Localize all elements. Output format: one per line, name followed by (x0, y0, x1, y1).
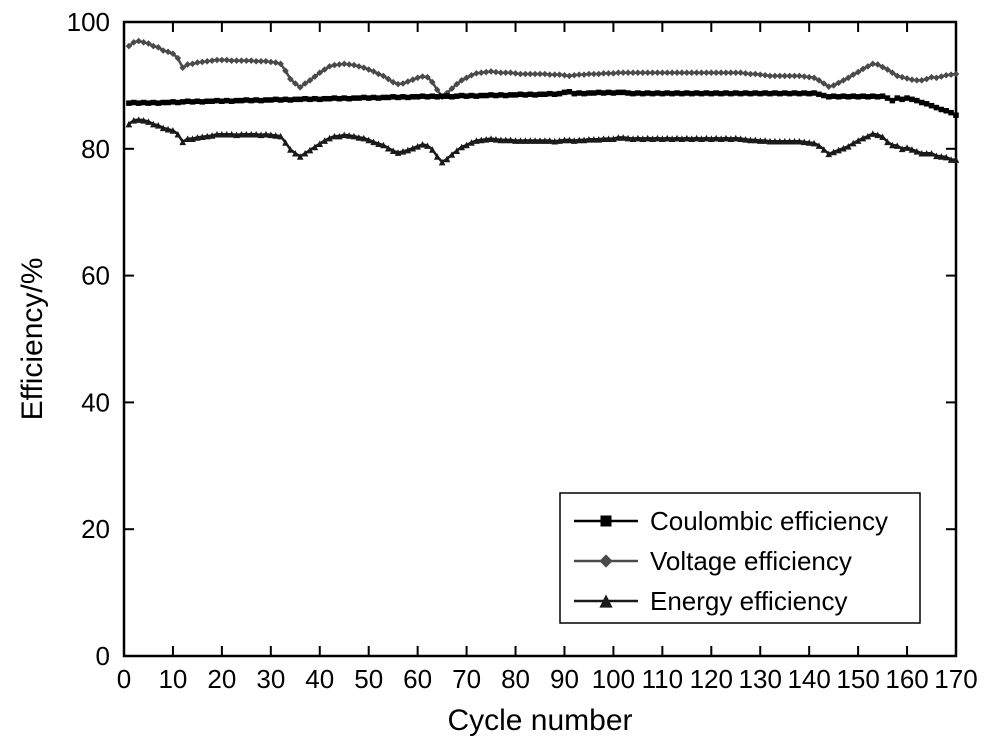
x-tick-label: 80 (501, 664, 530, 694)
x-tick-label: 130 (739, 664, 782, 694)
y-tick-label: 60 (81, 261, 110, 291)
y-tick-label: 40 (81, 387, 110, 417)
x-tick-label: 20 (207, 664, 236, 694)
y-tick-label: 100 (67, 7, 110, 37)
x-tick-label: 120 (690, 664, 733, 694)
x-tick-label: 160 (885, 664, 928, 694)
legend: Coulombic efficiency Voltage efficiency En… (560, 493, 920, 623)
x-tick-label: 40 (305, 664, 334, 694)
x-tick-label: 110 (642, 664, 683, 694)
x-tick-label: 60 (403, 664, 432, 694)
x-tick-label: 90 (550, 664, 579, 694)
x-tick-label: 100 (592, 664, 635, 694)
y-axis-title: Efficiency/% (16, 258, 49, 421)
legend-label-voltage: Voltage efficiency (650, 546, 852, 576)
x-tick-label: 150 (836, 664, 879, 694)
y-tick-label: 80 (81, 134, 110, 164)
legend-label-coulombic: Coulombic efficiency (650, 506, 888, 536)
legend-label-energy: Energy efficiency (650, 586, 848, 616)
x-tick-label: 10 (158, 664, 187, 694)
y-tick-label: 20 (81, 514, 110, 544)
chart-canvas: 0102030405060708090100110120130140150160… (0, 0, 1000, 756)
x-tick-label: 50 (354, 664, 383, 694)
x-tick-label: 0 (117, 664, 131, 694)
x-tick-label: 70 (452, 664, 481, 694)
x-tick-label: 30 (256, 664, 285, 694)
efficiency-chart: 0102030405060708090100110120130140150160… (0, 0, 1000, 756)
x-tick-label: 140 (787, 664, 830, 694)
x-axis-title: Cycle number (447, 704, 632, 737)
x-tick-label: 170 (934, 664, 977, 694)
y-tick-label: 0 (96, 641, 110, 671)
